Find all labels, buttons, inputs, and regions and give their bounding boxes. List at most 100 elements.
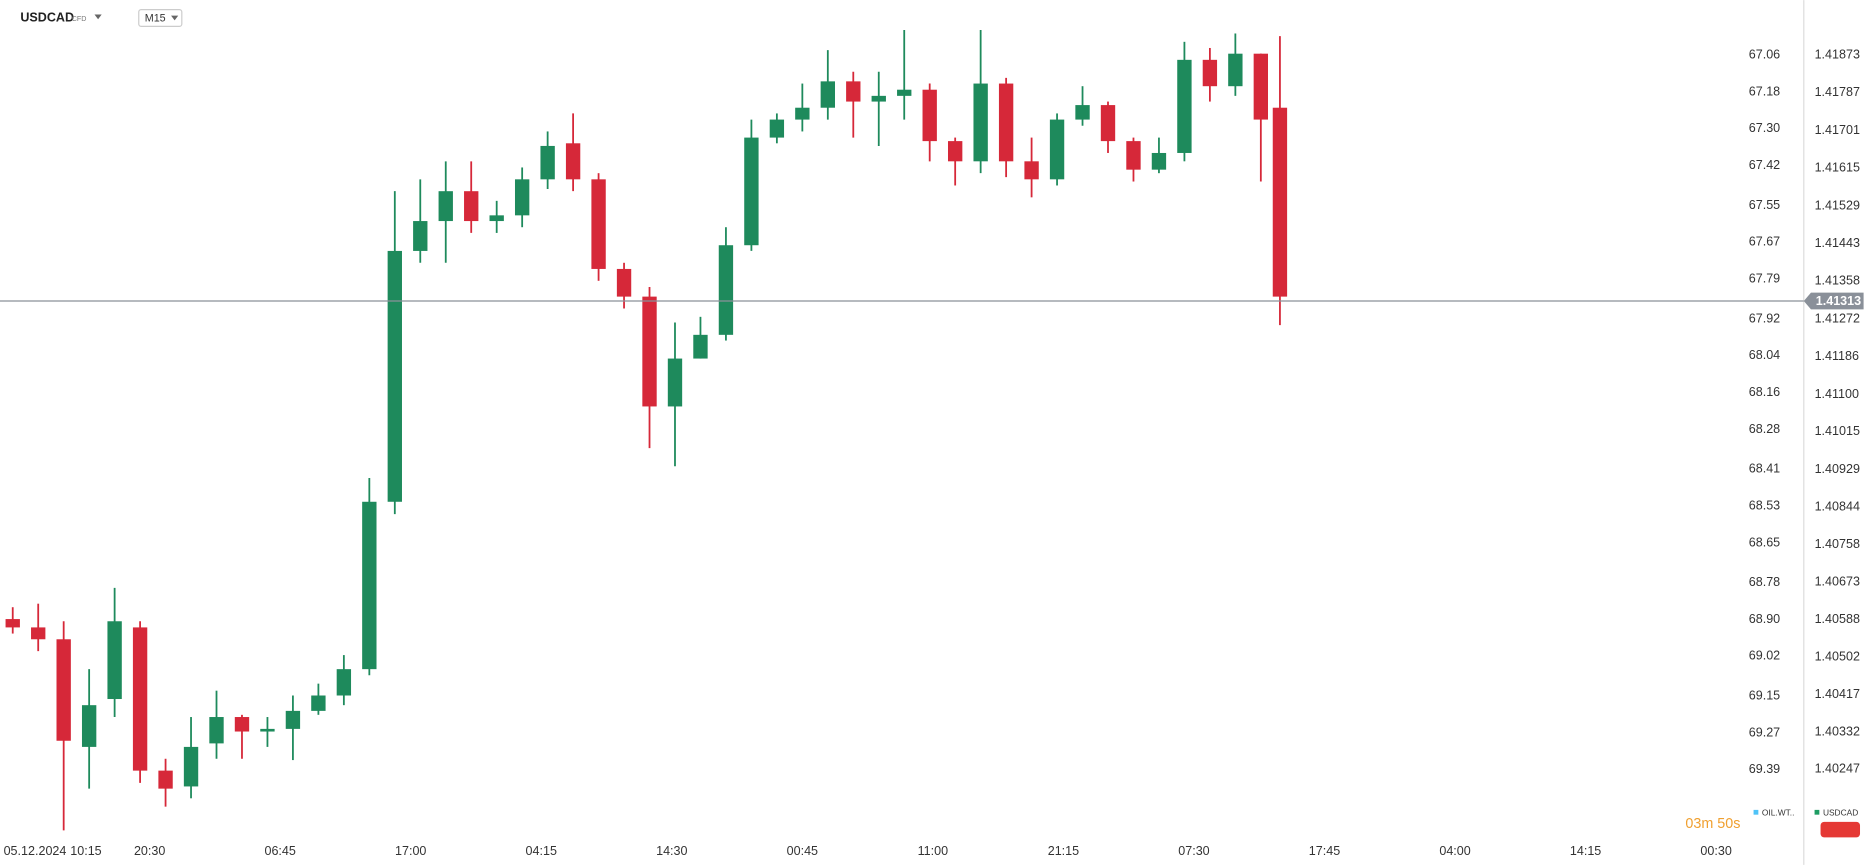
candle-body	[1151, 152, 1167, 170]
y2-tick-label: 68.41	[1749, 462, 1780, 476]
candle-body	[1075, 105, 1090, 120]
candle-body	[922, 89, 937, 142]
x-tick-label: 06:45	[264, 844, 295, 858]
y2-tick-label: 67.18	[1749, 84, 1780, 98]
y2-tick-label: 67.06	[1749, 48, 1780, 62]
last-price-tag	[1803, 292, 1864, 310]
y2-tick-label: 67.30	[1749, 121, 1780, 135]
dropdown-arrow	[94, 14, 102, 20]
x-tick-label: 00:30	[1700, 844, 1731, 858]
y2-tick-label: 68.04	[1749, 348, 1780, 362]
y2-tick-label: 69.02	[1749, 649, 1780, 663]
candle-body	[1126, 141, 1141, 170]
y2-tick-label: 68.78	[1749, 575, 1780, 589]
y-tick-label: 1.41015	[1815, 424, 1860, 438]
y2-tick-label: 67.67	[1749, 235, 1780, 249]
y-tick-label: 1.40929	[1815, 462, 1860, 476]
x-tick-label: 17:00	[395, 844, 426, 858]
candle-body	[81, 705, 97, 747]
countdown: 03m 50s	[1685, 816, 1740, 832]
y2-tick-label: 67.79	[1749, 272, 1780, 286]
last-price-label: 1.41313	[1816, 294, 1861, 308]
y2-tick-label: 69.39	[1749, 762, 1780, 776]
legend-swatch	[1753, 809, 1759, 815]
timeframe-box	[138, 9, 183, 28]
candle-body	[336, 669, 352, 696]
candle-body	[31, 627, 46, 640]
candle-body	[1177, 59, 1192, 153]
candle-body	[616, 268, 632, 297]
candle-body	[1049, 119, 1065, 180]
candle-body	[897, 89, 912, 96]
timeframe: M15	[145, 12, 166, 24]
candle-body	[387, 250, 402, 502]
candle-body	[285, 710, 301, 729]
x-tick-label: 00:45	[787, 844, 818, 858]
x-tick-label: 14:30	[656, 844, 687, 858]
candle-body	[846, 81, 861, 102]
candle-body	[413, 221, 428, 251]
symbol: USDCAD	[20, 10, 74, 24]
candle-body	[820, 81, 835, 108]
candle-body	[667, 358, 683, 407]
y-tick-label: 1.41529	[1815, 198, 1860, 212]
candle-body	[973, 83, 988, 162]
candle-body	[311, 695, 326, 711]
x-tick-label: 17:45	[1309, 844, 1340, 858]
y2-tick-label: 68.90	[1749, 612, 1780, 626]
candle-body	[540, 145, 555, 180]
x-tick-label: 04:00	[1439, 844, 1470, 858]
x-tick-label: 07:30	[1178, 844, 1209, 858]
candle-body	[565, 143, 581, 180]
y2-tick-label: 67.55	[1749, 198, 1780, 212]
candle-body	[362, 501, 377, 670]
y2-tick-label: 68.16	[1749, 385, 1780, 399]
y-tick-label: 1.41873	[1815, 47, 1860, 61]
y-tick-label: 1.40588	[1815, 612, 1860, 626]
y-tick-label: 1.40247	[1815, 762, 1860, 776]
y2-tick-label: 67.42	[1749, 158, 1780, 172]
candle-body	[158, 770, 173, 789]
x-tick-label: 14:15	[1570, 844, 1601, 858]
candle-body	[1253, 53, 1269, 120]
x-tick-label: 10:15	[70, 844, 101, 858]
candle-body	[642, 296, 657, 407]
candle-body	[1228, 53, 1243, 87]
candle-body	[591, 179, 606, 269]
x-tick-label: 11:00	[918, 844, 948, 858]
candle-body	[107, 621, 122, 700]
y-tick-label: 1.41186	[1815, 349, 1859, 363]
y2-tick-label: 68.65	[1749, 535, 1780, 549]
candle-body	[234, 717, 250, 732]
x-tick-label: 20:30	[134, 844, 165, 858]
y2-tick-label: 68.28	[1749, 422, 1780, 436]
y-tick-label: 1.40844	[1815, 499, 1860, 513]
y-tick-label: 1.41358	[1815, 274, 1860, 288]
y-tick-label: 1.40502	[1815, 650, 1860, 664]
y-tick-label: 1.40332	[1815, 724, 1860, 738]
candle-body	[871, 95, 886, 102]
y-tick-label: 1.41615	[1815, 161, 1860, 175]
status-badge	[1820, 821, 1861, 838]
candle-body	[769, 119, 785, 138]
y2-tick-label: 68.53	[1749, 498, 1780, 512]
legend-label: OIL.WT..	[1762, 808, 1795, 818]
candle-body	[183, 746, 199, 787]
y-tick-label: 1.41272	[1815, 311, 1860, 325]
y-tick-label: 1.41443	[1815, 236, 1860, 250]
y-tick-label: 1.40417	[1815, 687, 1860, 701]
candle-body	[56, 639, 71, 741]
y2-tick-label: 69.15	[1749, 689, 1780, 703]
y2-tick-label: 67.92	[1749, 311, 1780, 325]
y2-tick-label: 69.27	[1749, 725, 1780, 739]
y-tick-label: 1.41701	[1815, 123, 1860, 137]
legend-swatch	[1814, 809, 1820, 815]
candle-body	[1272, 107, 1288, 297]
candle-body	[1100, 105, 1116, 142]
candle-body	[744, 137, 759, 246]
candle-body	[947, 141, 963, 162]
timeframe-selector[interactable]: M15	[138, 9, 183, 28]
symbol-selector[interactable]: USDCAD CFD	[20, 10, 102, 24]
